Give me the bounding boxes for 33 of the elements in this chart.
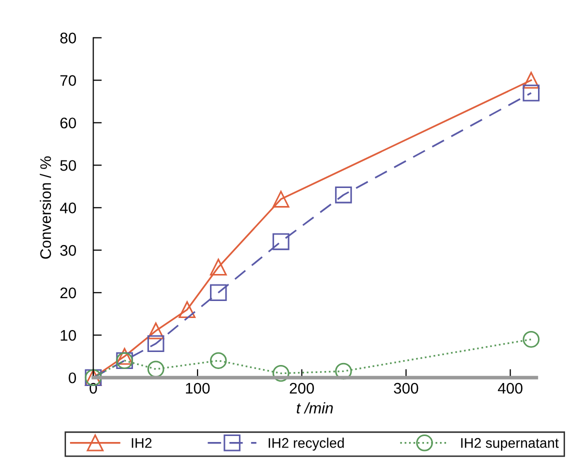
point — [335, 186, 352, 204]
point — [210, 258, 227, 276]
y-tick-label: 0 — [68, 372, 76, 384]
point — [272, 364, 290, 382]
y-tick-label: 10 — [60, 330, 76, 341]
legend-label: IH2 — [132, 438, 152, 448]
y-tick-label: 30 — [60, 245, 76, 256]
point — [116, 348, 133, 365]
point — [147, 322, 164, 340]
point — [210, 284, 227, 302]
point — [522, 330, 540, 348]
point — [147, 335, 164, 352]
x-tick-label: 400 — [498, 382, 522, 394]
point — [522, 72, 540, 89]
x-tick-label: 100 — [186, 382, 210, 394]
point — [272, 190, 290, 208]
y-tick-label: 80 — [60, 32, 76, 44]
point — [272, 233, 290, 250]
point — [147, 360, 164, 378]
y-tick-label: 60 — [60, 118, 76, 128]
point — [522, 84, 540, 102]
x-tick-label: 300 — [394, 382, 418, 394]
point — [210, 352, 227, 370]
x-tick-label: 200 — [290, 382, 314, 394]
point — [178, 301, 196, 318]
y-tick-label: 20 — [60, 288, 76, 298]
y-tick-label: 40 — [60, 202, 76, 214]
y-axis-title: Conversion / % — [40, 156, 52, 259]
y-tick-label: 70 — [60, 75, 76, 86]
legend-label: IH2 supernatant — [461, 438, 559, 451]
x-axis-title: t /min — [296, 402, 333, 414]
y-tick-label: 50 — [60, 160, 76, 171]
legend-label: IH2 recycled — [268, 438, 344, 451]
